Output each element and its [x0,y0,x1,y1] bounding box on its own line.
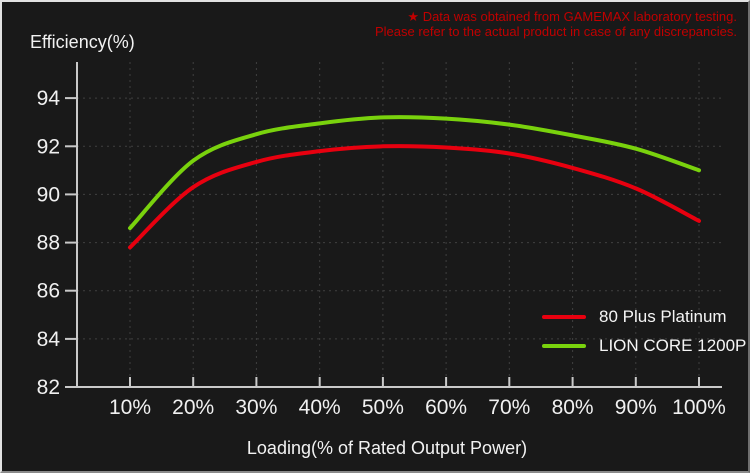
x-axis-tick-label: 10% [109,396,151,419]
x-axis-tick-label: 100% [672,396,726,419]
y-axis-tick-label: 94 [37,87,61,110]
legend-item-80-plus-platinum: 80 Plus Platinum [542,307,746,327]
legend-label: 80 Plus Platinum [599,307,727,326]
legend-swatch-red-line [542,315,586,319]
legend-swatch-green-line [542,344,586,348]
disclaimer-line-2: Please refer to the actual product in ca… [374,24,737,39]
disclaimer: ★ Data was obtained from GAMEMAX laborat… [375,9,737,39]
x-axis-tick-label: 70% [488,396,530,419]
x-axis-tick-label: 60% [425,396,467,419]
legend-label: LION CORE 1200P [599,336,747,355]
x-axis-tick-label: 30% [235,396,277,419]
series-curve-lion-core-1200p [128,115,701,231]
y-axis-tick-label: 88 [37,232,60,255]
x-axis-tick-label: 80% [552,396,594,419]
x-axis-tick-label: 40% [299,396,341,419]
y-axis-tick-label: 86 [37,280,60,303]
x-axis-tick-label: 20% [172,396,214,419]
series-curve-80-plus-platinum [128,144,701,250]
x-axis-tick-label: 50% [362,396,404,419]
y-axis-tick-label: 92 [37,135,60,158]
x-axis-title: Loading(% of Rated Output Power) [246,438,528,458]
y-axis-title: Efficiency(%) [30,32,135,52]
y-axis-tick-label: 84 [37,328,61,351]
x-axis-tick-label: 90% [615,396,657,419]
legend-item-lion-core-1200p: LION CORE 1200P [542,336,746,356]
y-axis-tick-label: 90 [37,183,60,206]
disclaimer-line-1: ★ Data was obtained from GAMEMAX laborat… [407,9,737,24]
y-axis-tick-label: 82 [37,376,60,399]
legend: 80 Plus Platinum LION CORE 1200P [542,307,746,365]
